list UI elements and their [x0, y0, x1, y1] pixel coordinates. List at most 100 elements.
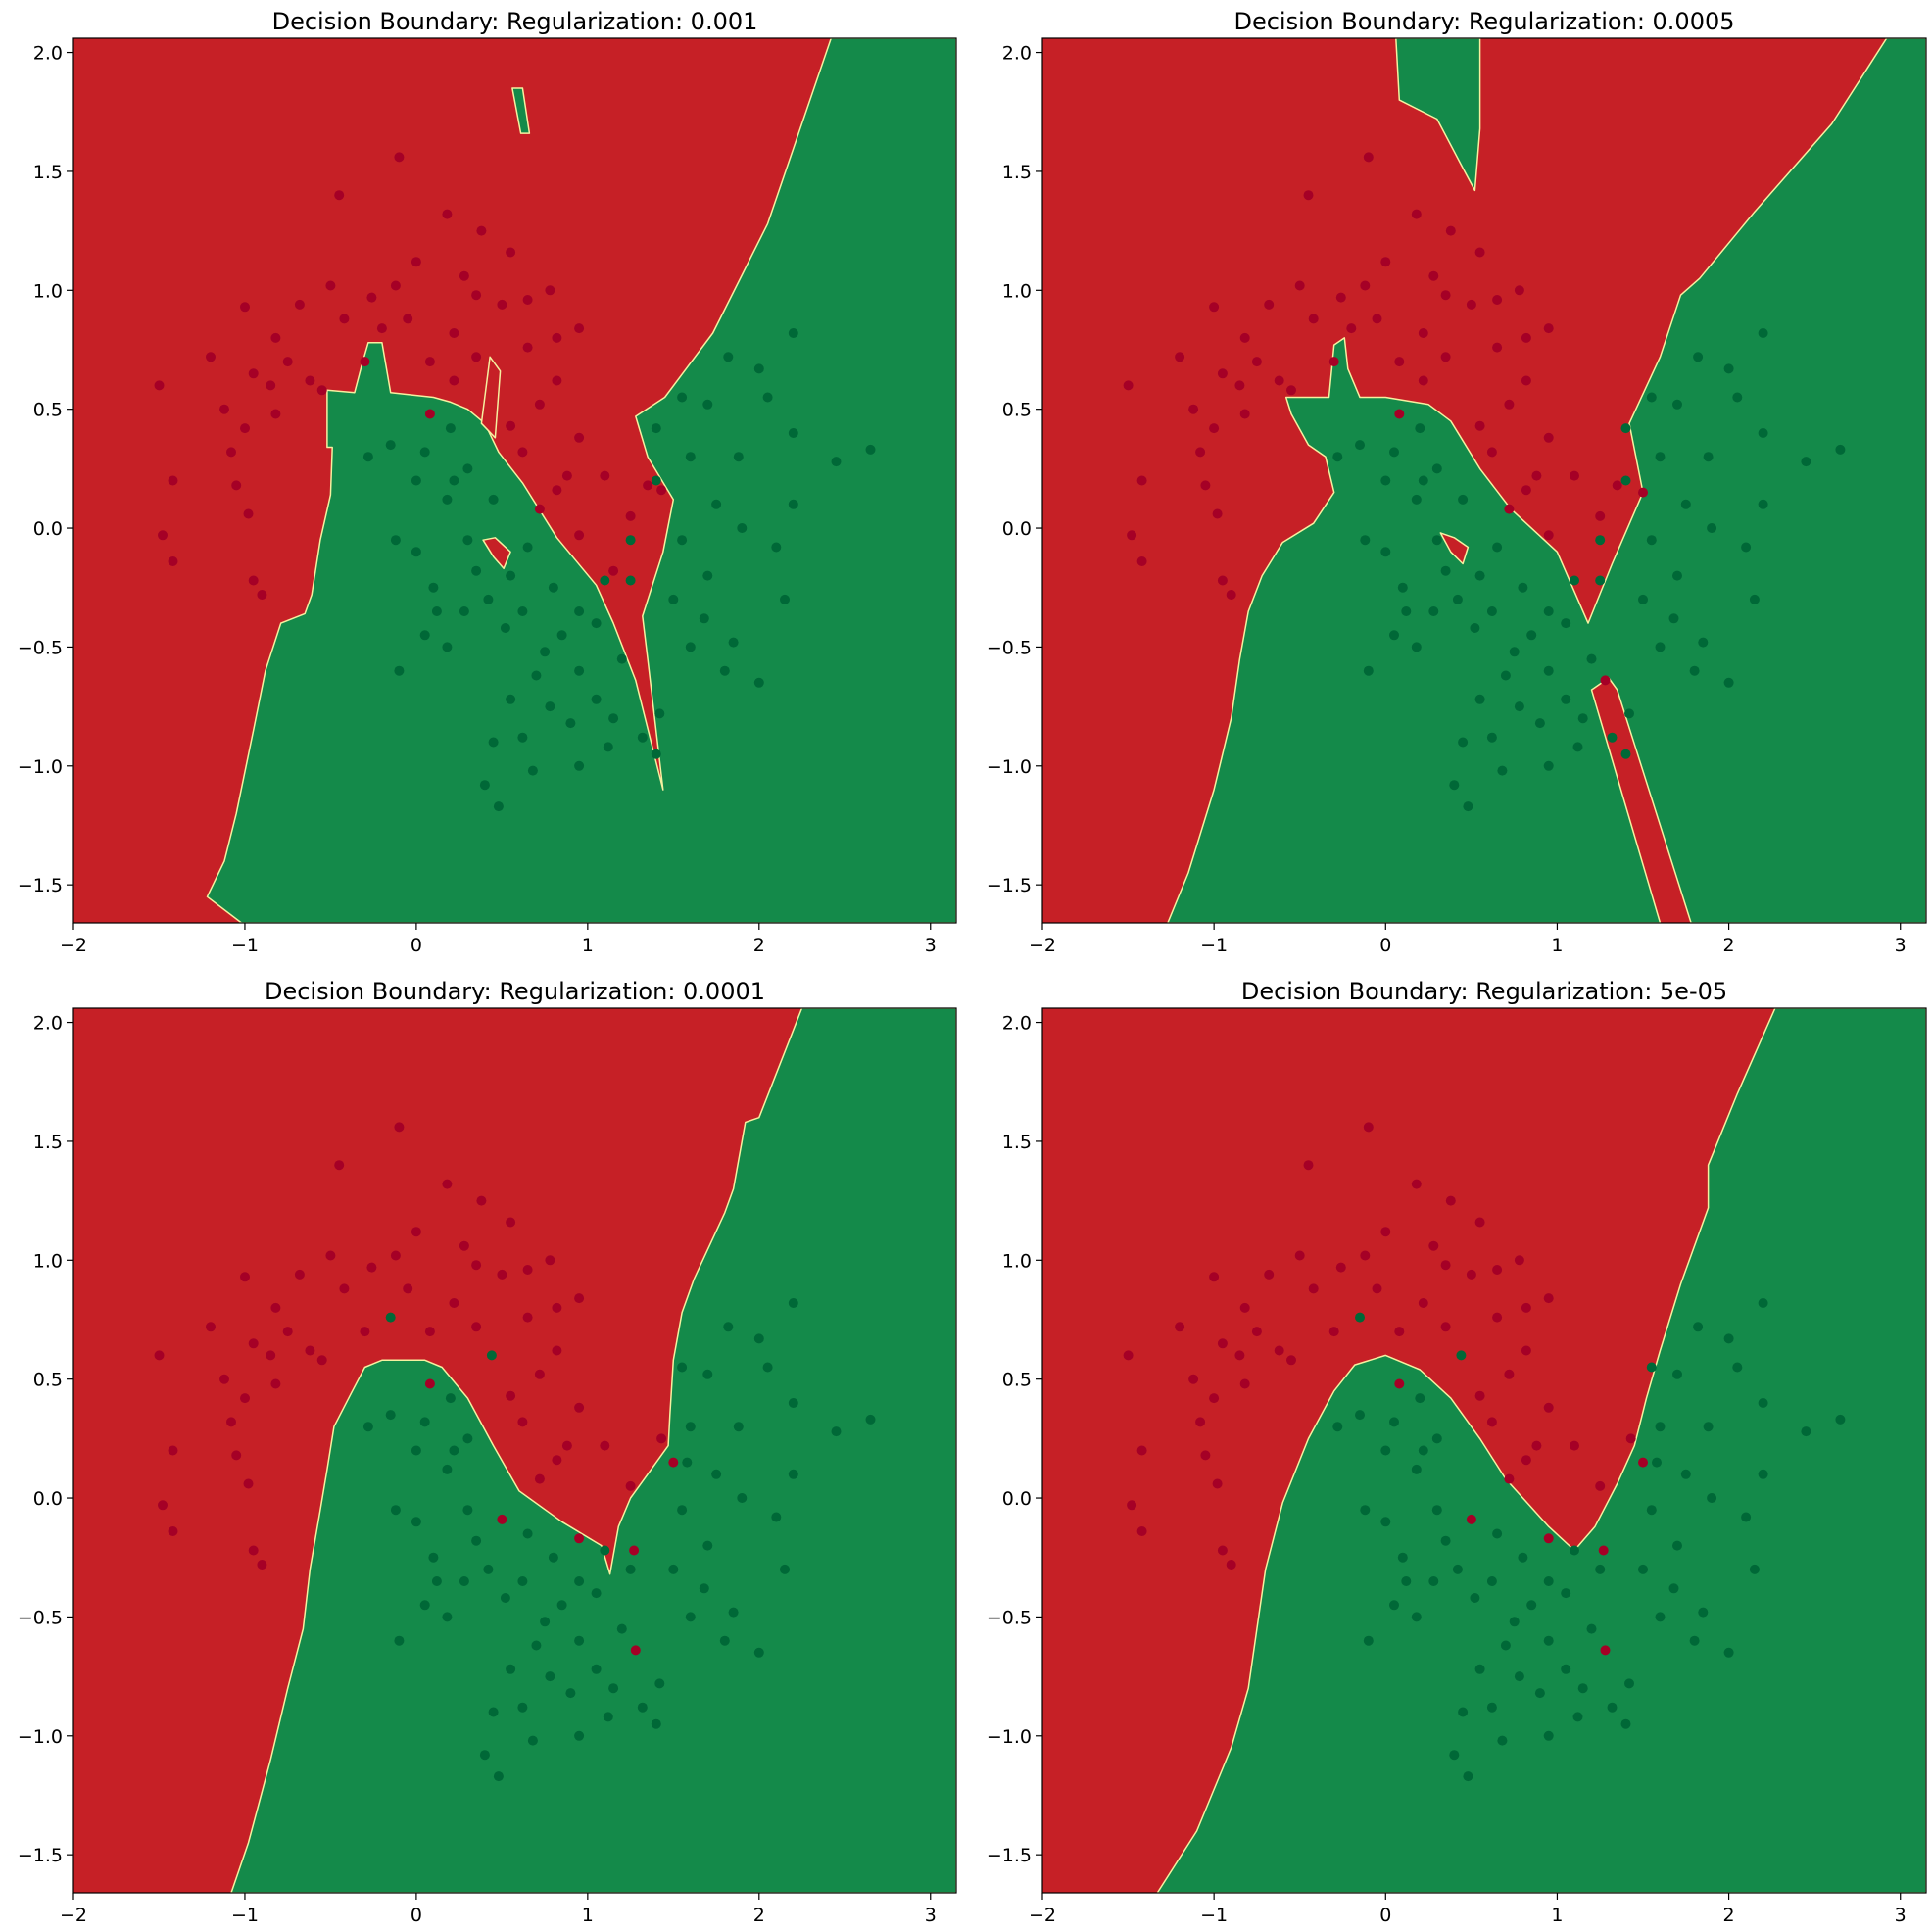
data-point-class1 — [1500, 670, 1511, 681]
data-point-class0 — [1504, 504, 1515, 514]
data-point-class0 — [248, 575, 259, 586]
data-point-class0 — [334, 190, 345, 201]
data-point-class1 — [1389, 1600, 1399, 1611]
data-point-class0 — [339, 1283, 350, 1294]
data-point-class1 — [385, 1410, 396, 1421]
data-point-class0 — [1209, 1272, 1220, 1282]
data-point-class1 — [1355, 1410, 1365, 1421]
data-point-class0 — [1286, 1355, 1296, 1366]
data-point-class1 — [1526, 630, 1537, 641]
data-point-class1 — [1543, 665, 1554, 676]
data-point-class0 — [266, 380, 276, 391]
data-point-class1 — [486, 1350, 497, 1361]
y-tick-label: 1.5 — [1002, 1132, 1032, 1153]
y-tick-label: 1.0 — [33, 1250, 63, 1272]
data-point-class1 — [1624, 708, 1634, 719]
data-point-class1 — [1458, 494, 1469, 505]
y-tick-label: 1.0 — [1002, 1250, 1032, 1272]
data-point-class0 — [360, 1327, 370, 1337]
data-point-class1 — [1463, 1771, 1473, 1782]
class0-region — [480, 356, 502, 439]
data-point-class0 — [1428, 1240, 1439, 1251]
data-point-class0 — [316, 385, 327, 396]
data-point-class0 — [497, 1514, 507, 1524]
data-point-class1 — [1620, 1718, 1631, 1729]
data-point-class0 — [561, 470, 572, 481]
data-point-class0 — [1188, 1374, 1199, 1384]
data-point-class1 — [449, 1445, 459, 1456]
data-point-class1 — [1389, 630, 1399, 641]
x-tick-label: −1 — [1200, 935, 1228, 956]
data-point-class1 — [733, 452, 744, 462]
data-point-class1 — [1586, 1623, 1597, 1634]
data-point-class1 — [788, 499, 798, 509]
data-point-class1 — [753, 677, 764, 688]
data-point-class1 — [1355, 1312, 1365, 1323]
data-point-class1 — [1707, 1493, 1717, 1503]
data-point-class0 — [270, 409, 281, 419]
x-tick-label: 3 — [1895, 1905, 1907, 1926]
data-point-class1 — [780, 1564, 790, 1574]
data-point-class1 — [608, 1683, 619, 1694]
data-point-class1 — [488, 494, 499, 505]
data-point-class1 — [442, 494, 453, 505]
data-point-class0 — [449, 375, 459, 386]
data-point-class1 — [702, 570, 713, 581]
data-point-class0 — [1380, 1227, 1391, 1237]
data-point-class1 — [685, 642, 696, 652]
data-point-class0 — [1200, 480, 1211, 491]
data-point-class0 — [449, 328, 459, 338]
data-point-class1 — [390, 1505, 401, 1516]
axes-frame — [1041, 37, 1927, 924]
data-point-class0 — [574, 1293, 585, 1304]
data-point-class1 — [1452, 1564, 1463, 1574]
data-point-class1 — [616, 1623, 627, 1634]
data-point-class1 — [517, 606, 528, 616]
data-point-class0 — [608, 565, 619, 576]
y-tick-label: −0.5 — [18, 1607, 63, 1628]
data-point-class0 — [282, 357, 293, 367]
data-point-class1 — [788, 1469, 798, 1479]
data-point-class0 — [1598, 1545, 1609, 1556]
data-point-class0 — [1195, 447, 1206, 458]
data-point-class1 — [831, 457, 842, 467]
data-point-class1 — [1401, 606, 1412, 616]
data-point-class0 — [1514, 1255, 1524, 1266]
data-point-class1 — [1561, 694, 1571, 704]
data-point-class1 — [702, 399, 713, 410]
data-point-class1 — [431, 606, 442, 616]
data-point-class0 — [1274, 1345, 1284, 1356]
data-point-class0 — [471, 352, 482, 362]
x-tick-label: −1 — [231, 935, 259, 956]
data-point-class1 — [385, 440, 396, 451]
data-point-class0 — [1328, 357, 1339, 367]
data-point-class1 — [394, 1635, 405, 1646]
data-point-class1 — [527, 1735, 538, 1746]
data-point-class0 — [366, 292, 377, 303]
data-point-class1 — [445, 423, 456, 434]
data-point-class1 — [1470, 623, 1480, 633]
data-point-class0 — [240, 423, 250, 434]
data-point-class1 — [1440, 1535, 1451, 1546]
data-point-class0 — [1264, 1269, 1275, 1280]
data-point-class1 — [1449, 780, 1460, 791]
data-point-class1 — [548, 582, 558, 593]
data-point-class1 — [685, 1422, 696, 1432]
data-point-class1 — [574, 665, 585, 676]
data-point-class1 — [1707, 523, 1717, 533]
data-point-class1 — [522, 1528, 533, 1539]
data-point-class1 — [493, 1771, 504, 1782]
data-point-class1 — [682, 1457, 693, 1468]
data-point-class0 — [522, 1265, 533, 1275]
data-point-class1 — [1741, 1512, 1752, 1522]
data-point-class0 — [1346, 323, 1357, 334]
data-point-class1 — [488, 737, 499, 748]
data-point-class0 — [1638, 1457, 1648, 1468]
data-point-class0 — [600, 470, 610, 481]
y-tick-label: −1.5 — [987, 1845, 1032, 1866]
data-point-class1 — [1518, 1552, 1528, 1563]
data-point-class1 — [625, 535, 636, 546]
data-point-class0 — [1570, 470, 1579, 481]
data-point-class1 — [1689, 665, 1700, 676]
data-point-class1 — [1680, 499, 1691, 509]
